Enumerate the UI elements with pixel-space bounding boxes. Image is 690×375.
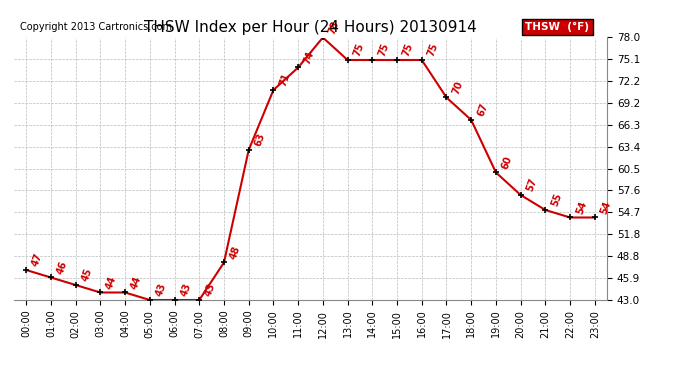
Text: 67: 67: [475, 102, 489, 118]
Text: 54: 54: [599, 199, 613, 215]
Text: 70: 70: [451, 79, 464, 95]
Text: 71: 71: [277, 72, 292, 88]
Text: 48: 48: [228, 244, 242, 260]
Text: 75: 75: [377, 42, 391, 58]
Title: THSW Index per Hour (24 Hours) 20130914: THSW Index per Hour (24 Hours) 20130914: [144, 20, 477, 35]
Text: 47: 47: [30, 252, 44, 268]
Text: Copyright 2013 Cartronics.com: Copyright 2013 Cartronics.com: [20, 22, 172, 32]
Text: 43: 43: [179, 282, 193, 298]
Text: 55: 55: [549, 192, 564, 208]
Text: 78: 78: [327, 19, 341, 35]
Text: 45: 45: [80, 267, 94, 283]
Text: 60: 60: [500, 154, 514, 170]
Text: THSW  (°F): THSW (°F): [525, 22, 589, 32]
Text: 75: 75: [352, 42, 366, 58]
Text: 43: 43: [154, 282, 168, 298]
Text: 44: 44: [104, 274, 119, 290]
Text: 75: 75: [401, 42, 415, 58]
Text: 46: 46: [55, 259, 69, 275]
Text: 74: 74: [302, 49, 316, 65]
Text: 43: 43: [204, 282, 217, 298]
Text: 54: 54: [574, 199, 589, 215]
Text: 57: 57: [525, 177, 539, 193]
Text: 44: 44: [129, 274, 144, 290]
Text: 75: 75: [426, 42, 440, 58]
Text: 63: 63: [253, 132, 267, 148]
